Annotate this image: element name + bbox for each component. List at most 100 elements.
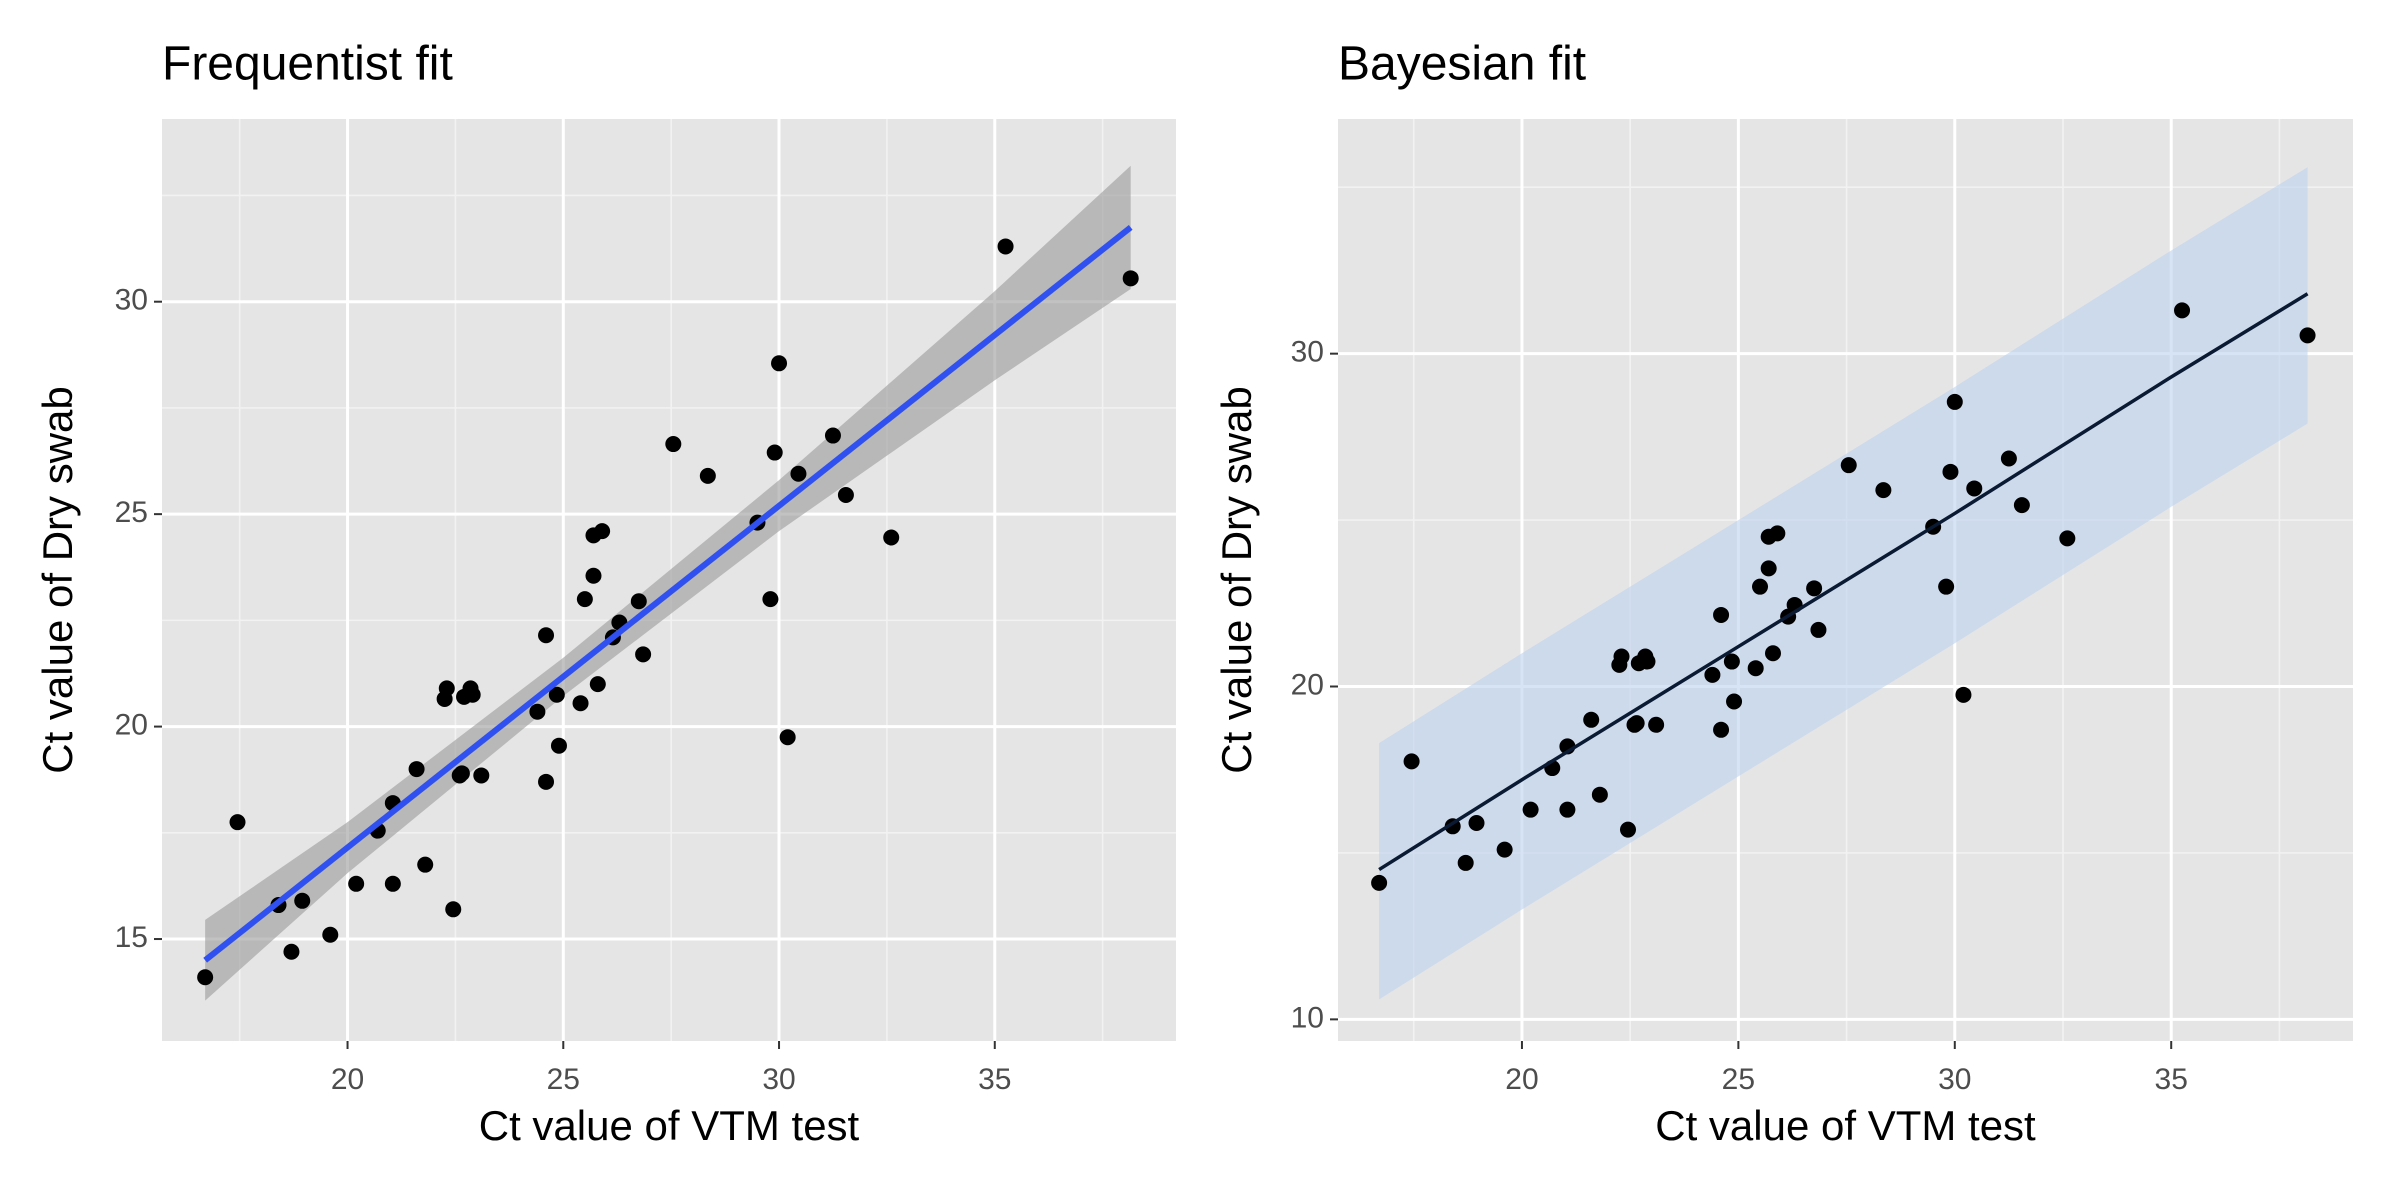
data-point	[1403, 753, 1420, 770]
data-point	[1704, 666, 1721, 683]
data-point	[1769, 525, 1786, 542]
data-point	[1752, 578, 1769, 595]
data-point	[408, 761, 425, 778]
data-point	[594, 523, 611, 540]
data-point	[572, 695, 589, 712]
data-point	[576, 591, 593, 608]
data-point	[635, 646, 652, 663]
data-point	[294, 892, 311, 909]
y-tick-label: 30	[1291, 336, 1324, 369]
data-point	[1122, 270, 1139, 287]
data-point	[453, 765, 470, 782]
data-point	[1840, 457, 1857, 474]
data-point	[529, 703, 546, 720]
data-point	[1639, 653, 1656, 670]
data-point	[2013, 497, 2030, 514]
data-point	[1875, 482, 1892, 499]
data-point	[1723, 653, 1740, 670]
data-point	[1648, 716, 1665, 733]
data-point	[538, 627, 555, 644]
data-point	[348, 875, 365, 892]
data-point	[997, 238, 1014, 255]
data-point	[589, 676, 606, 693]
data-point	[779, 729, 796, 746]
data-point	[2000, 450, 2017, 467]
data-point	[790, 465, 807, 482]
data-point	[1938, 578, 1955, 595]
data-point	[699, 467, 716, 484]
panel: 20 25 30 35 10 20 30 Bayesian fit Ct value of VT…	[1213, 38, 2353, 1149]
data-point	[824, 427, 841, 444]
x-tick-label: 20	[1505, 1063, 1538, 1096]
data-point	[837, 487, 854, 504]
data-point	[2174, 302, 2191, 319]
data-point	[1371, 874, 1388, 891]
data-point	[438, 680, 455, 697]
x-tick-label: 25	[1722, 1063, 1755, 1096]
data-point	[1522, 801, 1539, 818]
data-point	[473, 767, 490, 784]
y-axis-label: Ct value of Dry swab	[1213, 386, 1260, 773]
panel: 20 25 30 35 15 20 25 30 Frequentist fit Ct value …	[34, 38, 1176, 1149]
chart-title: Frequentist fit	[162, 38, 453, 91]
data-point	[1713, 606, 1730, 623]
confidence-band	[205, 165, 1131, 1001]
data-point	[322, 926, 339, 943]
fit-line	[203, 224, 1133, 963]
data-point	[1810, 621, 1827, 638]
data-point	[1628, 715, 1645, 732]
data-point	[1966, 480, 1983, 497]
y-tick-label: 15	[115, 921, 148, 954]
data-point	[1760, 560, 1777, 577]
y-axis-label: Ct value of Dry swab	[34, 386, 81, 773]
data-point	[1946, 393, 1963, 410]
data-point	[417, 856, 434, 873]
data-point	[1713, 721, 1730, 738]
data-point	[1955, 686, 1972, 703]
y-tick-label: 20	[1291, 668, 1324, 701]
data-point	[665, 436, 682, 453]
x-tick-label: 35	[2155, 1063, 2188, 1096]
data-point	[1620, 821, 1636, 838]
data-point	[1583, 711, 1600, 728]
data-point	[2299, 327, 2316, 344]
x-tick-label: 30	[1938, 1063, 1971, 1096]
fit-line	[1378, 292, 2309, 872]
data-point	[1942, 463, 1959, 480]
data-point	[1747, 660, 1764, 677]
data-point	[762, 591, 779, 608]
data-point	[1468, 814, 1485, 831]
data-point	[630, 593, 647, 610]
data-point	[384, 875, 401, 892]
x-tick-label: 35	[978, 1063, 1011, 1096]
data-point	[548, 686, 565, 703]
x-axis-label: Ct value of VTM test	[479, 1102, 860, 1149]
y-tick-label: 30	[115, 284, 148, 317]
data-point	[464, 686, 481, 703]
data-point	[197, 969, 214, 986]
data-point	[1765, 645, 1781, 662]
data-point	[445, 901, 462, 918]
data-point	[1457, 854, 1474, 871]
data-point	[883, 529, 900, 546]
y-tick-label: 10	[1291, 1001, 1324, 1034]
data-point	[585, 567, 602, 584]
x-tick-label: 20	[331, 1063, 364, 1096]
data-point	[538, 773, 555, 790]
data-point	[1613, 648, 1630, 665]
data-point	[1559, 801, 1576, 818]
data-point	[1726, 693, 1743, 710]
data-point	[229, 814, 246, 831]
data-point	[2059, 530, 2076, 547]
data-point	[550, 737, 567, 754]
data-point	[1591, 786, 1608, 803]
y-tick-label: 20	[115, 709, 148, 742]
data-point	[1496, 841, 1513, 858]
chart-title: Bayesian fit	[1338, 38, 1586, 91]
x-tick-label: 25	[547, 1063, 580, 1096]
x-axis-label: Ct value of VTM test	[1655, 1102, 2036, 1149]
data-point	[1806, 580, 1823, 597]
data-point	[771, 355, 788, 372]
y-tick-label: 25	[115, 496, 148, 529]
